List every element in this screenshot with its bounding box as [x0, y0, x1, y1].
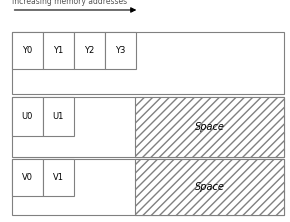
Bar	[43, 32, 74, 69]
Text: U1: U1	[52, 111, 64, 121]
Text: Space: Space	[195, 182, 224, 192]
Text: Y2: Y2	[84, 46, 94, 55]
Text: V1: V1	[53, 173, 64, 182]
Bar	[135, 159, 284, 215]
Bar	[12, 32, 43, 69]
Bar	[12, 159, 43, 196]
Bar	[12, 159, 284, 215]
Text: Y0: Y0	[22, 46, 32, 55]
Bar	[74, 32, 105, 69]
Bar	[43, 159, 74, 196]
Text: Y1: Y1	[53, 46, 63, 55]
Bar	[12, 32, 284, 94]
Bar	[12, 97, 284, 157]
Bar	[135, 97, 284, 157]
Bar	[105, 32, 136, 69]
Text: Y3: Y3	[115, 46, 125, 55]
Bar	[43, 97, 74, 135]
Text: U0: U0	[21, 111, 33, 121]
Text: V0: V0	[22, 173, 32, 182]
Text: Increasing memory addresses: Increasing memory addresses	[12, 0, 127, 6]
Text: Space: Space	[195, 121, 224, 132]
Bar	[12, 97, 43, 135]
